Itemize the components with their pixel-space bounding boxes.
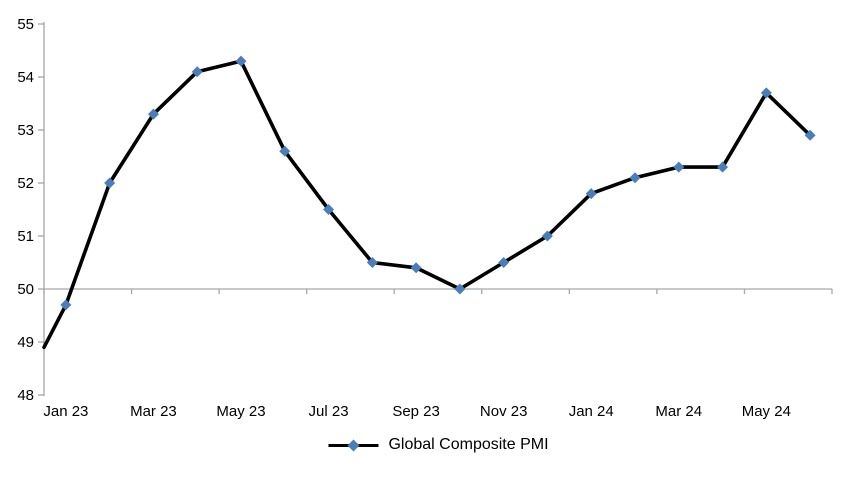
x-axis-tick-label: Nov 23 [480, 403, 528, 420]
legend-key [328, 439, 379, 451]
x-axis-tick-label: Sep 23 [392, 403, 440, 420]
data-point-marker [629, 172, 641, 184]
data-point-marker [717, 161, 729, 173]
data-point-marker [498, 257, 510, 268]
x-axis-tick-label: Jul 23 [309, 403, 349, 420]
y-axis-tick-label: 49 [17, 334, 34, 351]
data-point-marker [585, 188, 597, 200]
legend-label: Global Composite PMI [388, 436, 549, 453]
legend: Global Composite PMI [327, 436, 549, 454]
x-axis-tick-label: Mar 24 [655, 403, 702, 420]
x-axis-tick-label: Jan 24 [569, 403, 614, 420]
data-point-marker [673, 161, 685, 173]
x-axis-tick-label: May 23 [216, 403, 265, 420]
legend-diamond-icon [347, 439, 360, 451]
y-axis-tick-label: 54 [17, 69, 34, 86]
y-axis-tick-label: 55 [17, 16, 34, 33]
data-point-marker [541, 230, 553, 242]
y-axis-tick-label: 51 [17, 228, 34, 245]
data-point-marker [279, 145, 291, 157]
pmi-series-line [42, 59, 812, 350]
data-point-marker [104, 177, 116, 189]
data-point-marker [191, 66, 203, 78]
data-point-marker [760, 87, 772, 99]
data-point-marker [147, 108, 159, 120]
y-axis-tick-label: 48 [17, 387, 34, 404]
y-axis-tick-label: 50 [17, 281, 34, 298]
x-axis-tick-label: Jan 23 [43, 403, 88, 420]
y-axis-tick-label: 52 [17, 175, 34, 192]
data-point-marker [804, 129, 816, 141]
data-point-marker [454, 283, 466, 295]
data-point-marker [323, 204, 335, 215]
data-point-marker [235, 55, 247, 67]
data-point-marker [366, 257, 378, 268]
x-axis-tick-label: Mar 23 [130, 403, 177, 420]
x-axis-tick-label: May 24 [742, 403, 791, 420]
data-point-marker [410, 262, 422, 274]
y-axis-tick-label: 53 [17, 122, 34, 139]
data-point-marker [60, 299, 72, 311]
